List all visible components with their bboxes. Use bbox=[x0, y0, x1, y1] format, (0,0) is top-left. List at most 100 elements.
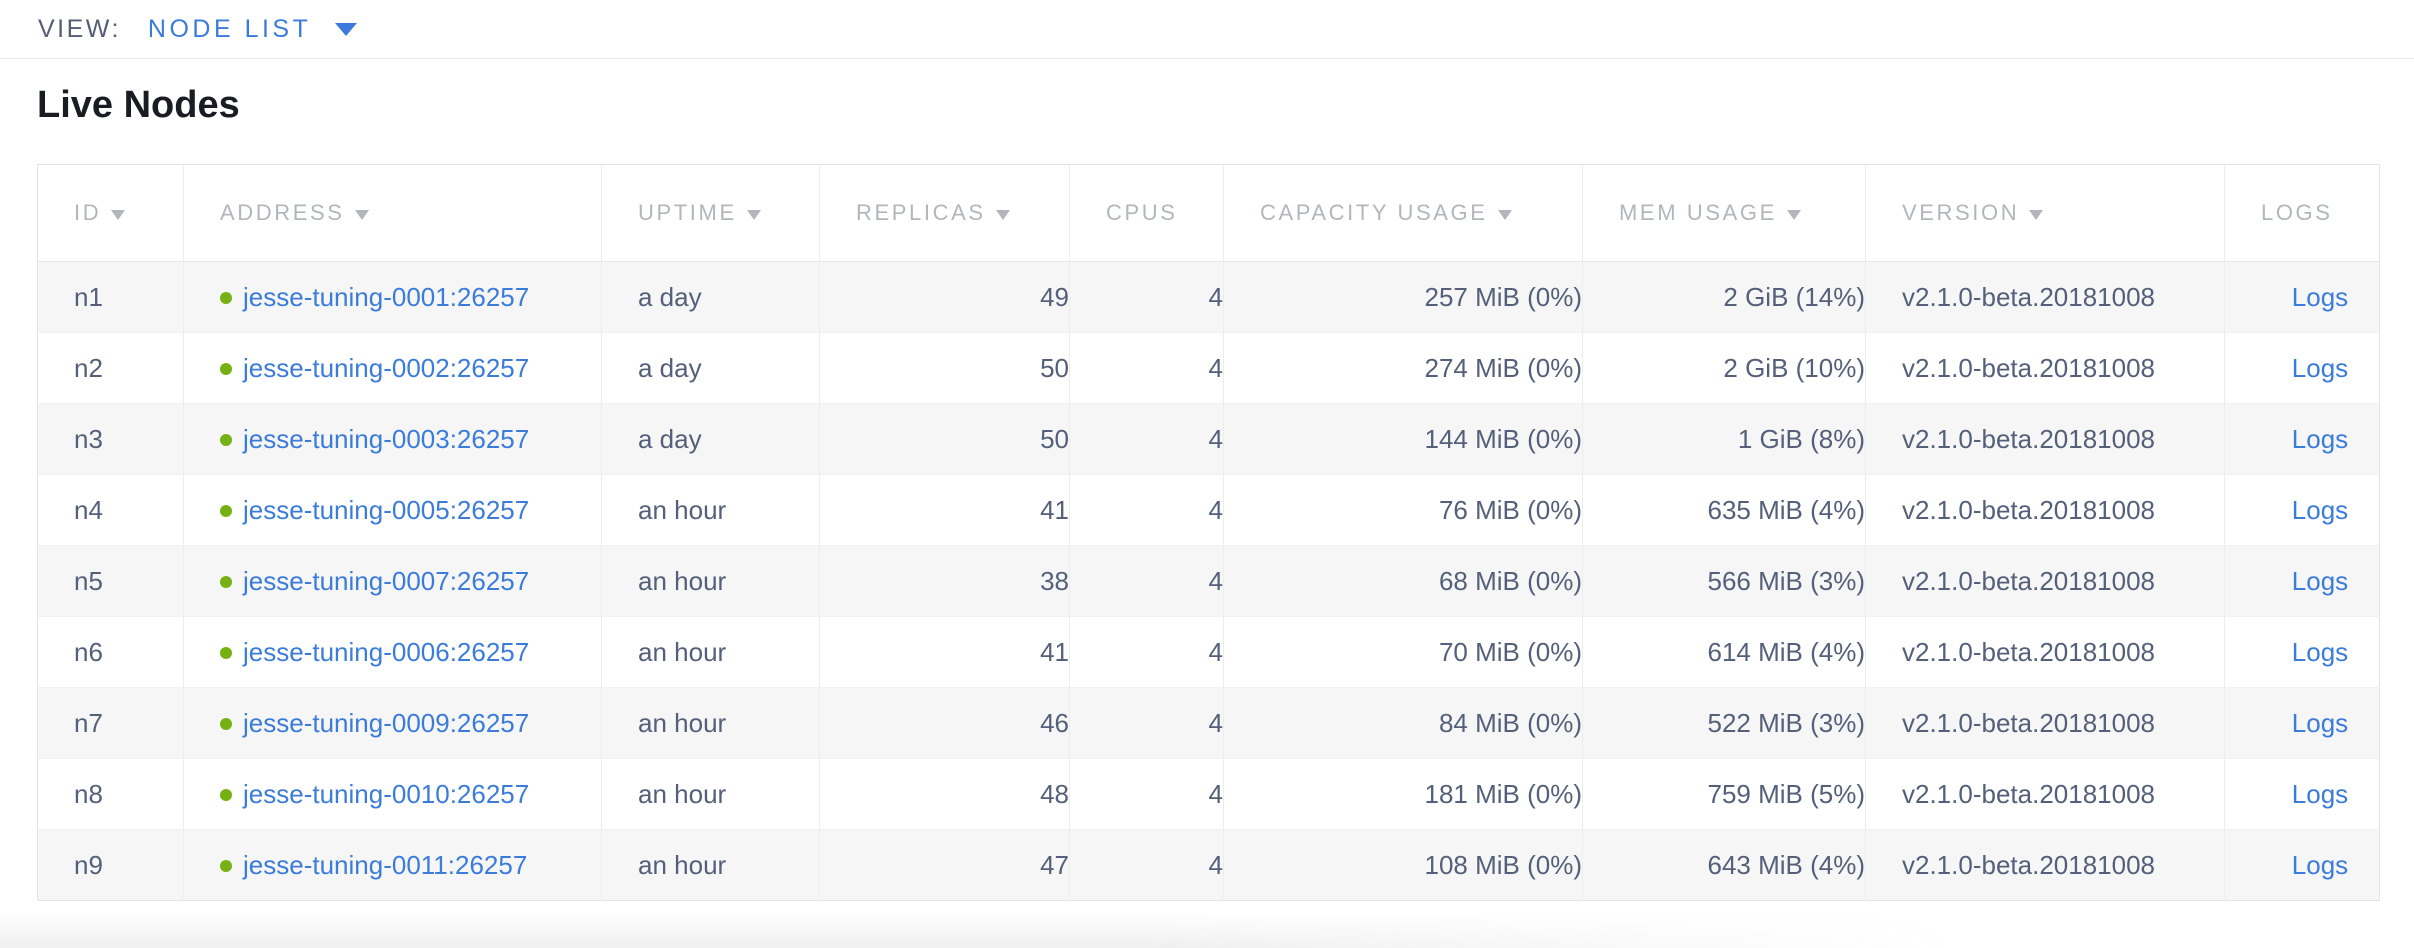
node-logs-link[interactable]: Logs bbox=[2292, 495, 2348, 525]
node-address-link[interactable]: jesse-tuning-0002:26257 bbox=[243, 353, 529, 383]
cell-cpus: 4 bbox=[1070, 333, 1224, 404]
column-header-label: CPUS bbox=[1106, 200, 1178, 225]
table-row: n4jesse-tuning-0005:26257an hour41476 Mi… bbox=[38, 475, 2380, 546]
cell-logs: Logs bbox=[2225, 546, 2380, 617]
cell-address: jesse-tuning-0006:26257 bbox=[184, 617, 602, 688]
node-address-link[interactable]: jesse-tuning-0006:26257 bbox=[243, 637, 529, 667]
column-header-capacity[interactable]: CAPACITY USAGE bbox=[1224, 165, 1583, 262]
cell-replicas: 49 bbox=[820, 262, 1070, 333]
cell-logs: Logs bbox=[2225, 688, 2380, 759]
column-header-mem[interactable]: MEM USAGE bbox=[1583, 165, 1866, 262]
column-header-cpus: CPUS bbox=[1070, 165, 1224, 262]
cell-mem: 2 GiB (14%) bbox=[1583, 262, 1866, 333]
cell-capacity: 70 MiB (0%) bbox=[1224, 617, 1583, 688]
sort-arrow-icon bbox=[111, 210, 125, 220]
cell-uptime: an hour bbox=[602, 617, 820, 688]
sort-arrow-icon bbox=[996, 210, 1010, 220]
node-logs-link[interactable]: Logs bbox=[2292, 637, 2348, 667]
cell-version: v2.1.0-beta.20181008 bbox=[1866, 830, 2225, 901]
sort-arrow-icon bbox=[1787, 210, 1801, 220]
sort-arrow-icon bbox=[1498, 210, 1512, 220]
cell-version: v2.1.0-beta.20181008 bbox=[1866, 688, 2225, 759]
cell-uptime: an hour bbox=[602, 759, 820, 830]
cell-cpus: 4 bbox=[1070, 262, 1224, 333]
column-header-label: UPTIME bbox=[638, 200, 737, 225]
table-row: n3jesse-tuning-0003:26257a day504144 MiB… bbox=[38, 404, 2380, 475]
cell-address: jesse-tuning-0001:26257 bbox=[184, 262, 602, 333]
cell-logs: Logs bbox=[2225, 404, 2380, 475]
cell-mem: 522 MiB (3%) bbox=[1583, 688, 1866, 759]
table-row: n6jesse-tuning-0006:26257an hour41470 Mi… bbox=[38, 617, 2380, 688]
cell-id: n9 bbox=[38, 830, 184, 901]
node-status-dot bbox=[220, 860, 232, 872]
cell-id: n2 bbox=[38, 333, 184, 404]
cell-replicas: 50 bbox=[820, 333, 1070, 404]
node-address-link[interactable]: jesse-tuning-0001:26257 bbox=[243, 282, 529, 312]
node-address-link[interactable]: jesse-tuning-0003:26257 bbox=[243, 424, 529, 454]
view-bar: VIEW: NODE LIST bbox=[0, 0, 2414, 59]
cell-version: v2.1.0-beta.20181008 bbox=[1866, 262, 2225, 333]
node-logs-link[interactable]: Logs bbox=[2292, 424, 2348, 454]
cell-logs: Logs bbox=[2225, 617, 2380, 688]
table-row: n1jesse-tuning-0001:26257a day494257 MiB… bbox=[38, 262, 2380, 333]
cell-mem: 759 MiB (5%) bbox=[1583, 759, 1866, 830]
sort-arrow-icon bbox=[2029, 210, 2043, 220]
node-address-link[interactable]: jesse-tuning-0005:26257 bbox=[243, 495, 529, 525]
table-row: n8jesse-tuning-0010:26257an hour484181 M… bbox=[38, 759, 2380, 830]
cell-mem: 2 GiB (10%) bbox=[1583, 333, 1866, 404]
node-address-link[interactable]: jesse-tuning-0007:26257 bbox=[243, 566, 529, 596]
column-header-label: ID bbox=[74, 200, 101, 225]
node-logs-link[interactable]: Logs bbox=[2292, 850, 2348, 880]
cell-logs: Logs bbox=[2225, 262, 2380, 333]
node-logs-link[interactable]: Logs bbox=[2292, 708, 2348, 738]
node-status-dot bbox=[220, 363, 232, 375]
column-header-replicas[interactable]: REPLICAS bbox=[820, 165, 1070, 262]
cell-logs: Logs bbox=[2225, 333, 2380, 404]
cell-id: n1 bbox=[38, 262, 184, 333]
table-header-row: ID ADDRESS UPTIME REPLICAS CPUS CAPACITY USAG… bbox=[38, 165, 2380, 262]
cell-address: jesse-tuning-0005:26257 bbox=[184, 475, 602, 546]
cell-version: v2.1.0-beta.20181008 bbox=[1866, 404, 2225, 475]
cell-address: jesse-tuning-0011:26257 bbox=[184, 830, 602, 901]
cell-uptime: a day bbox=[602, 262, 820, 333]
cell-mem: 1 GiB (8%) bbox=[1583, 404, 1866, 475]
live-nodes-table: ID ADDRESS UPTIME REPLICAS CPUS CAPACITY USAG… bbox=[37, 164, 2380, 901]
node-status-dot bbox=[220, 647, 232, 659]
cell-replicas: 41 bbox=[820, 475, 1070, 546]
node-logs-link[interactable]: Logs bbox=[2292, 779, 2348, 809]
cell-id: n6 bbox=[38, 617, 184, 688]
cell-replicas: 41 bbox=[820, 617, 1070, 688]
column-header-version[interactable]: VERSION bbox=[1866, 165, 2225, 262]
table-row: n2jesse-tuning-0002:26257a day504274 MiB… bbox=[38, 333, 2380, 404]
cell-version: v2.1.0-beta.20181008 bbox=[1866, 617, 2225, 688]
cell-capacity: 68 MiB (0%) bbox=[1224, 546, 1583, 617]
table-body: n1jesse-tuning-0001:26257a day494257 MiB… bbox=[38, 262, 2380, 901]
sort-arrow-icon bbox=[747, 210, 761, 220]
cell-uptime: an hour bbox=[602, 546, 820, 617]
cell-replicas: 38 bbox=[820, 546, 1070, 617]
node-logs-link[interactable]: Logs bbox=[2292, 566, 2348, 596]
node-status-dot bbox=[220, 576, 232, 588]
cell-capacity: 84 MiB (0%) bbox=[1224, 688, 1583, 759]
node-address-link[interactable]: jesse-tuning-0009:26257 bbox=[243, 708, 529, 738]
cell-uptime: an hour bbox=[602, 475, 820, 546]
column-header-id[interactable]: ID bbox=[38, 165, 184, 262]
node-logs-link[interactable]: Logs bbox=[2292, 353, 2348, 383]
node-address-link[interactable]: jesse-tuning-0011:26257 bbox=[243, 850, 527, 880]
view-selector-dropdown[interactable]: NODE LIST bbox=[148, 15, 357, 44]
cell-version: v2.1.0-beta.20181008 bbox=[1866, 759, 2225, 830]
cell-mem: 635 MiB (4%) bbox=[1583, 475, 1866, 546]
column-header-logs: LOGS bbox=[2225, 165, 2380, 262]
chevron-down-icon bbox=[335, 23, 357, 36]
node-address-link[interactable]: jesse-tuning-0010:26257 bbox=[243, 779, 529, 809]
column-header-uptime[interactable]: UPTIME bbox=[602, 165, 820, 262]
cell-cpus: 4 bbox=[1070, 688, 1224, 759]
cell-uptime: an hour bbox=[602, 830, 820, 901]
cell-id: n8 bbox=[38, 759, 184, 830]
column-header-address[interactable]: ADDRESS bbox=[184, 165, 602, 262]
column-header-label: CAPACITY USAGE bbox=[1260, 200, 1488, 225]
cell-replicas: 50 bbox=[820, 404, 1070, 475]
node-logs-link[interactable]: Logs bbox=[2292, 282, 2348, 312]
table-row: n5jesse-tuning-0007:26257an hour38468 Mi… bbox=[38, 546, 2380, 617]
node-status-dot bbox=[220, 718, 232, 730]
